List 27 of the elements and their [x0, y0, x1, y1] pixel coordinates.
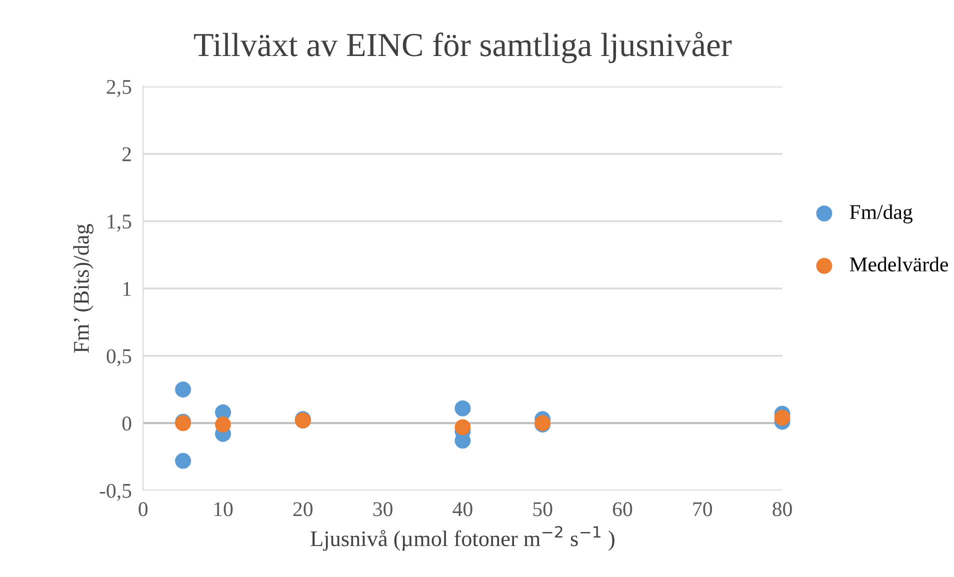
x-axis-title: Ljusnivå (µmol fotoner m$^{−2}$ s$^{−1}$ ): [310, 526, 614, 551]
y-tick-label: 1: [123, 282, 131, 296]
point: [215, 416, 231, 432]
point: [454, 400, 471, 416]
x-tick-label: 0: [138, 502, 148, 516]
y-tick-label: 0: [122, 416, 132, 431]
point: [175, 452, 192, 469]
x-tick-label: 70: [693, 502, 712, 516]
chart-title: Tillväxt av EINC för samtliga ljusnivåer: [194, 32, 732, 64]
y-tick-label: 2,5: [106, 80, 132, 97]
x-tick-label: 40: [452, 502, 472, 516]
legend-label: Medelvärde: [850, 256, 948, 272]
point: [454, 419, 471, 436]
legend-label: Fm/dag: [850, 204, 912, 224]
x-tick-label: 50: [533, 502, 552, 516]
y-tick-label: -0,5: [100, 484, 132, 501]
x-tick-label: 80: [772, 502, 792, 516]
point: [175, 381, 192, 398]
x-tick-label: 60: [612, 502, 632, 516]
y-tick-label: 2: [122, 147, 131, 162]
x-tick-label: 10: [214, 502, 233, 516]
y-tick-label: 0,5: [106, 349, 132, 366]
y-tick-label: 1,5: [108, 214, 132, 232]
x-tick-label: 20: [293, 502, 313, 516]
y-axis-title: Fm’ (Bits)/dag: [73, 224, 94, 353]
point: [774, 410, 790, 426]
x-tick-label: 30: [373, 502, 392, 516]
